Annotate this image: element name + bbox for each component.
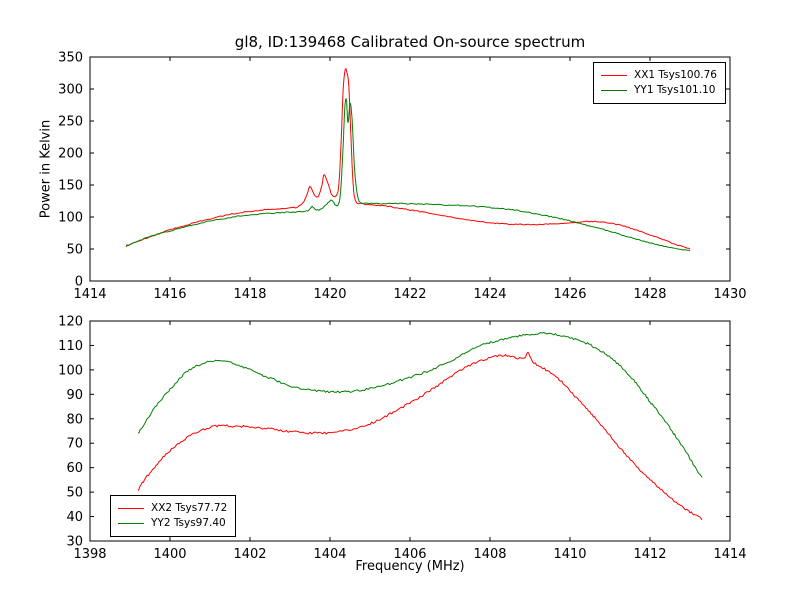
svg-text:1416: 1416: [153, 287, 186, 302]
legend-entry-xx2: XX2 Tsys77.72: [118, 501, 227, 516]
svg-text:1428: 1428: [633, 287, 666, 302]
svg-text:1426: 1426: [553, 287, 586, 302]
svg-text:1414: 1414: [73, 287, 106, 302]
svg-text:1404: 1404: [313, 547, 346, 562]
legend-entry-yy1: YY1 Tsys101.10: [601, 83, 717, 98]
legend-entry-yy2: YY2 Tsys97.40: [118, 516, 227, 531]
svg-text:70: 70: [66, 437, 83, 452]
legend-line-sample-xx1: [601, 75, 628, 76]
legend-label-xx2: XX2 Tsys77.72: [151, 502, 228, 514]
svg-text:1412: 1412: [633, 547, 666, 562]
svg-text:110: 110: [58, 339, 83, 354]
svg-text:30: 30: [66, 535, 83, 550]
svg-text:250: 250: [58, 115, 83, 130]
svg-text:1402: 1402: [233, 547, 266, 562]
legend-line-sample-yy2: [118, 523, 144, 524]
legend-line-sample-xx2: [118, 508, 144, 509]
svg-text:120: 120: [58, 315, 83, 330]
svg-text:50: 50: [66, 243, 83, 258]
svg-text:40: 40: [66, 510, 83, 525]
y-axis-label: Power in Kelvin: [38, 119, 54, 219]
svg-text:1398: 1398: [73, 547, 106, 562]
svg-text:1420: 1420: [313, 287, 346, 302]
svg-text:0: 0: [75, 275, 83, 290]
svg-text:80: 80: [66, 412, 83, 427]
svg-text:200: 200: [58, 147, 83, 162]
svg-text:1414: 1414: [713, 547, 746, 562]
legend-line-sample-yy1: [601, 90, 628, 91]
legend-entry-xx1: XX1 Tsys100.76: [601, 68, 717, 83]
svg-text:1406: 1406: [393, 547, 426, 562]
svg-text:1430: 1430: [713, 287, 746, 302]
svg-text:1418: 1418: [233, 287, 266, 302]
svg-text:50: 50: [66, 486, 83, 501]
chart-title: gl8, ID:139468 Calibrated On-source spec…: [234, 33, 586, 51]
legend-bottom: XX2 Tsys77.72 YY2 Tsys97.40: [110, 495, 237, 537]
svg-text:1422: 1422: [393, 287, 426, 302]
svg-text:1410: 1410: [553, 547, 586, 562]
legend-label-xx1: XX1 Tsys100.76: [634, 69, 717, 81]
svg-text:60: 60: [66, 461, 83, 476]
svg-text:1400: 1400: [153, 547, 186, 562]
svg-text:150: 150: [58, 179, 83, 194]
svg-text:100: 100: [58, 211, 83, 226]
x-axis-label: Frequency (MHz): [355, 559, 465, 574]
svg-text:300: 300: [58, 83, 83, 98]
svg-text:1408: 1408: [473, 547, 506, 562]
legend-top: XX1 Tsys100.76 YY1 Tsys101.10: [593, 62, 726, 104]
svg-text:1424: 1424: [473, 287, 506, 302]
svg-text:100: 100: [58, 363, 83, 378]
svg-text:90: 90: [66, 388, 83, 403]
legend-label-yy1: YY1 Tsys101.10: [634, 84, 716, 96]
svg-text:350: 350: [58, 51, 83, 66]
legend-label-yy2: YY2 Tsys97.40: [151, 517, 226, 529]
